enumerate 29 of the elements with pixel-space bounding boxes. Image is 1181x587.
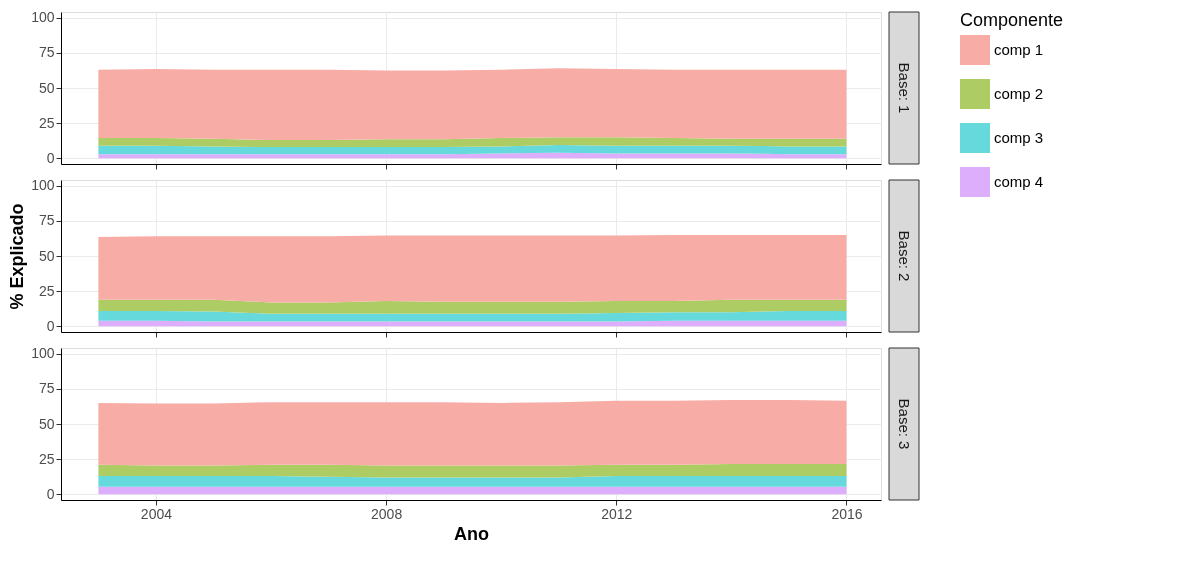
y-axis-title: % Explicado xyxy=(7,203,28,310)
x-tick-label: 2016 xyxy=(831,505,863,522)
text: Base: 1 xyxy=(896,62,913,114)
y-tick-label: 75 xyxy=(38,380,55,397)
y-tick-label: 0 xyxy=(46,485,55,502)
y-tick-label: 0 xyxy=(46,317,55,334)
y-tick-label: 50 xyxy=(38,79,55,96)
legend-label: comp 3 xyxy=(994,129,1044,146)
y-tick-label: 100 xyxy=(31,345,55,362)
y-tick-label: 25 xyxy=(38,450,55,467)
legend-label: comp 4 xyxy=(994,173,1044,190)
x-tick-label: 2012 xyxy=(601,505,633,522)
y-tick-label: 100 xyxy=(31,177,55,194)
y-tick-label: 50 xyxy=(38,247,55,264)
y-tick-label: 0 xyxy=(46,149,55,166)
x-tick-label: 2004 xyxy=(140,505,173,522)
y-tick-label: 25 xyxy=(38,282,55,299)
legend-label: comp 1 xyxy=(994,41,1044,58)
text: Base: 3 xyxy=(896,398,913,450)
text: Base: 2 xyxy=(896,230,913,282)
legend-title: Componente xyxy=(960,10,1064,30)
y-tick-label: 25 xyxy=(38,114,55,131)
legend-label: comp 2 xyxy=(994,85,1044,102)
x-tick-label: 2008 xyxy=(371,505,403,522)
y-tick-label: 75 xyxy=(38,44,55,61)
x-axis-title: Ano xyxy=(454,523,489,544)
y-tick-label: 75 xyxy=(38,212,55,229)
y-tick-label: 50 xyxy=(38,415,55,432)
y-tick-label: 100 xyxy=(31,9,55,26)
